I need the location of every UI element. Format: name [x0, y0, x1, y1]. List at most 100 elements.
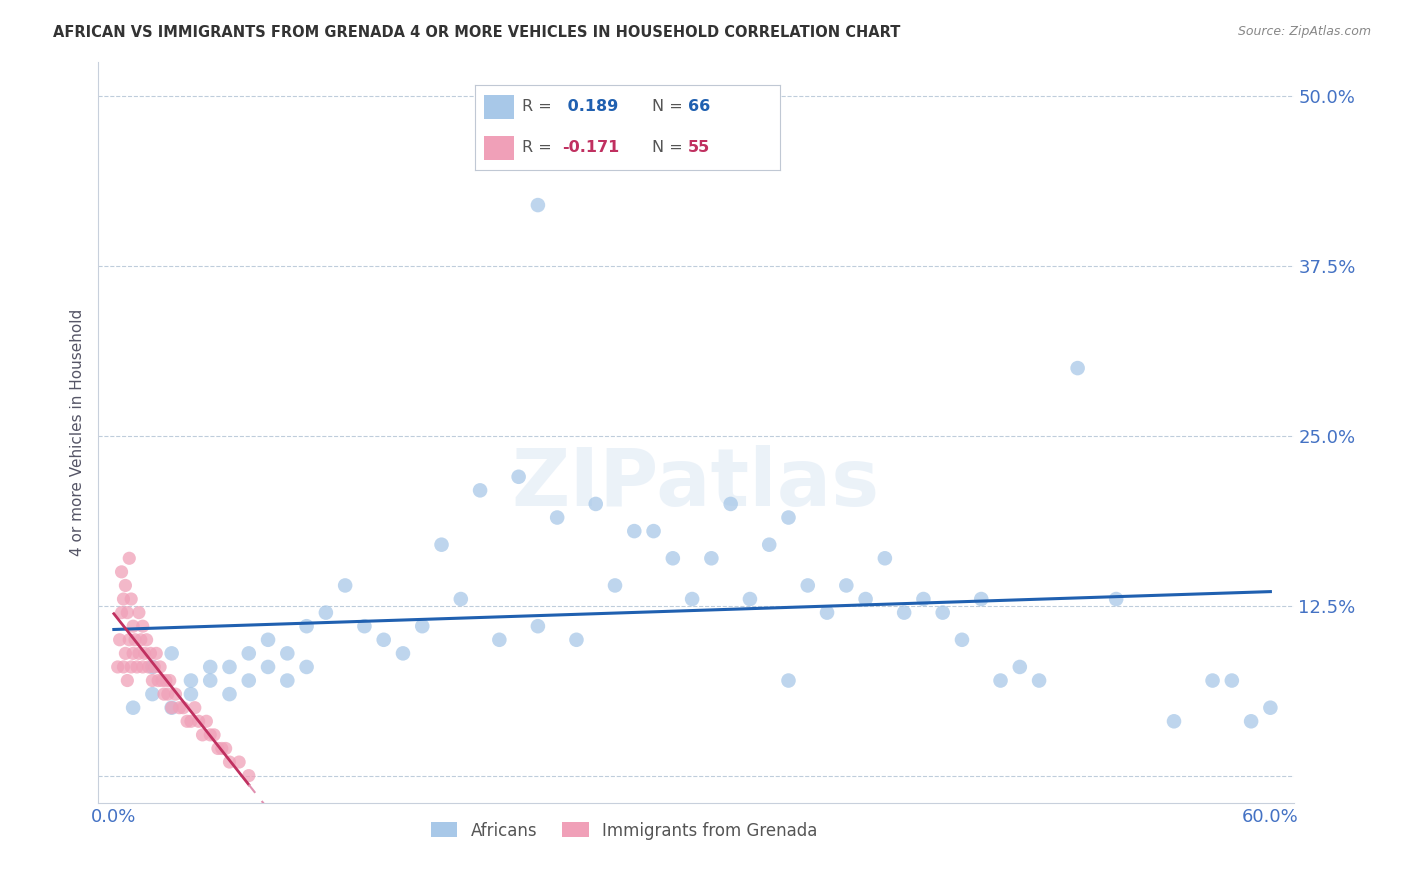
Point [112, 592, 135, 607]
Point [527, 619, 550, 633]
Point [353, 619, 375, 633]
Point [184, 700, 207, 714]
Point [1066, 361, 1088, 376]
Point [112, 660, 135, 674]
Point [117, 606, 139, 620]
Point [180, 687, 202, 701]
Point [662, 551, 685, 566]
Point [1028, 673, 1050, 688]
Point [488, 632, 510, 647]
Point [295, 660, 318, 674]
Legend: Africans, Immigrants from Grenada: Africans, Immigrants from Grenada [425, 815, 824, 847]
Point [1240, 714, 1263, 729]
Point [738, 592, 761, 607]
Point [1220, 673, 1243, 688]
Point [585, 497, 607, 511]
Point [758, 538, 780, 552]
Point [128, 646, 150, 660]
Point [218, 687, 240, 701]
Point [228, 755, 250, 769]
Point [160, 646, 183, 660]
Point [1260, 700, 1282, 714]
Point [155, 673, 177, 688]
Point [117, 673, 139, 688]
Point [134, 646, 156, 660]
Point [333, 578, 356, 592]
Point [160, 700, 183, 714]
Point [1201, 673, 1223, 688]
Point [159, 673, 181, 688]
Point [120, 592, 142, 607]
Point [1163, 714, 1185, 729]
Point [218, 755, 240, 769]
Point [148, 673, 170, 688]
Point [835, 578, 858, 592]
Point [141, 673, 163, 688]
Point [165, 687, 187, 701]
Point [276, 673, 298, 688]
Point [169, 700, 191, 714]
Point [200, 728, 222, 742]
Point [202, 728, 225, 742]
Point [125, 660, 148, 674]
Point [156, 687, 179, 701]
Point [218, 660, 240, 674]
Point [141, 660, 163, 674]
Point [118, 551, 141, 566]
Point [450, 592, 472, 607]
Point [143, 660, 166, 674]
Point [276, 646, 298, 660]
Point [122, 646, 145, 660]
Point [950, 632, 973, 647]
Point [295, 619, 318, 633]
Point [145, 646, 167, 660]
Point [700, 551, 723, 566]
Point [931, 606, 953, 620]
Point [108, 632, 131, 647]
Point [778, 673, 800, 688]
Point [315, 606, 337, 620]
Point [141, 687, 163, 701]
Point [815, 606, 838, 620]
Point [118, 632, 141, 647]
Point [778, 510, 800, 524]
Point [257, 632, 280, 647]
Point [508, 469, 530, 483]
Point [107, 660, 129, 674]
Point [187, 714, 209, 729]
Point [122, 619, 145, 633]
Point [180, 673, 202, 688]
Point [893, 606, 915, 620]
Point [1008, 660, 1031, 674]
Point [468, 483, 491, 498]
Point [214, 741, 236, 756]
Point [565, 632, 588, 647]
Point [160, 700, 183, 714]
Point [172, 700, 194, 714]
Point [153, 687, 176, 701]
Point [138, 660, 160, 674]
Text: ZIPatlas: ZIPatlas [512, 445, 880, 524]
Point [114, 578, 136, 592]
Point [1105, 592, 1128, 607]
Point [257, 660, 280, 674]
Point [191, 728, 214, 742]
Point [180, 714, 202, 729]
Point [681, 592, 703, 607]
Point [195, 714, 218, 729]
Point [527, 198, 550, 212]
Point [110, 606, 132, 620]
Point [135, 632, 157, 647]
Point [238, 769, 260, 783]
Point [373, 632, 395, 647]
Point [120, 660, 142, 674]
Point [176, 714, 198, 729]
Point [139, 646, 162, 660]
Point [200, 673, 222, 688]
Point [132, 619, 155, 633]
Point [207, 741, 229, 756]
Point [150, 673, 173, 688]
Point [129, 632, 152, 647]
Point [124, 632, 146, 647]
Text: AFRICAN VS IMMIGRANTS FROM GRENADA 4 OR MORE VEHICLES IN HOUSEHOLD CORRELATION C: AFRICAN VS IMMIGRANTS FROM GRENADA 4 OR … [53, 25, 901, 40]
